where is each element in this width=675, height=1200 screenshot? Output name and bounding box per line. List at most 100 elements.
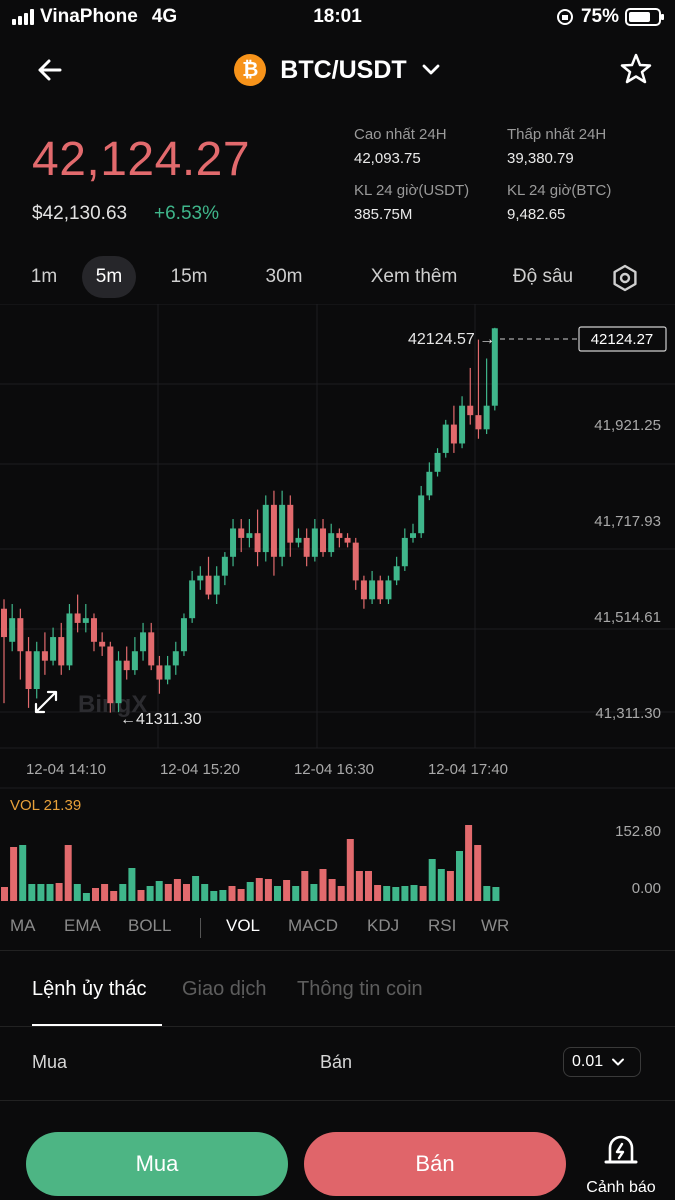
price-alert-button[interactable]: Cảnh báo xyxy=(580,1132,662,1196)
high-marker-label: 42124.57 → xyxy=(408,331,495,348)
stat-label: KL 24 giờ(BTC) xyxy=(507,182,612,199)
volume-bar xyxy=(37,884,45,901)
indicator-macd[interactable]: MACD xyxy=(288,916,339,935)
candle-body xyxy=(238,528,245,538)
price-chart[interactable]: BingX 41,921.25 41,717.93 41,514.61 41,311.… xyxy=(0,304,675,904)
pair-name: BTC/USDT xyxy=(280,55,407,84)
sell-button[interactable]: Bán xyxy=(304,1132,566,1196)
tab-more[interactable]: Xem thêm xyxy=(370,266,458,287)
volume-bar xyxy=(392,887,400,901)
volume-bars: VOL 21.39 152.80 0.00 xyxy=(1,797,661,901)
last-price-label: 42124.27 xyxy=(591,331,654,348)
volume-bar xyxy=(274,886,281,901)
battery-level xyxy=(629,12,650,22)
chevron-down-icon xyxy=(422,64,440,75)
volume-bar xyxy=(183,884,190,901)
stat-value: 39,380.79 xyxy=(507,150,574,167)
x-axis: 12-04 14:10 12-04 15:20 12-04 16:30 12-04 1… xyxy=(26,761,508,778)
tab-trades[interactable]: Giao dịch xyxy=(182,978,267,1000)
volume-bar xyxy=(64,845,72,901)
volume-bar xyxy=(164,884,172,901)
volume-tick-label: 152.80 xyxy=(615,823,661,840)
indicator-ema[interactable]: EMA xyxy=(64,916,101,935)
candle-body xyxy=(287,504,294,543)
x-tick-label: 12-04 15:20 xyxy=(160,761,240,778)
price-change-percent: +6.53% xyxy=(154,203,219,224)
candle-body xyxy=(164,665,171,680)
candle-body xyxy=(336,533,343,538)
volume-bar xyxy=(46,884,54,901)
candle-body xyxy=(369,580,376,600)
candle-body xyxy=(107,646,114,704)
tab-30m[interactable]: 30m xyxy=(265,266,303,287)
tab-15m[interactable]: 15m xyxy=(170,266,208,287)
header: ₿ BTC/USDT xyxy=(0,44,675,94)
alarm-icon xyxy=(604,1135,638,1164)
volume-label: VOL 21.39 xyxy=(10,797,81,814)
back-arrow-icon[interactable] xyxy=(32,52,68,88)
divider xyxy=(0,950,675,951)
expand-icon[interactable] xyxy=(34,690,58,714)
stat-label: Thấp nhất 24H xyxy=(507,126,607,143)
volume-bar xyxy=(428,859,436,901)
alert-label: Cảnh báo xyxy=(586,1179,656,1196)
carrier-info: VinaPhone 4G xyxy=(12,6,177,28)
candle-body xyxy=(450,424,457,444)
indicator-rsi[interactable]: RSI xyxy=(428,916,457,935)
x-tick-label: 12-04 14:10 xyxy=(26,761,106,778)
pair-selector[interactable]: ₿ BTC/USDT xyxy=(0,54,675,86)
battery-percent: 75% xyxy=(580,6,619,27)
candle-body xyxy=(9,618,16,642)
tab-orders[interactable]: Lệnh ủy thác xyxy=(32,978,147,1000)
stat-24h-low: Thấp nhất 24H 39,380.79 xyxy=(507,126,606,167)
indicator-vol[interactable]: VOL xyxy=(226,916,261,935)
candle-body xyxy=(491,328,498,406)
tab-coin-info[interactable]: Thông tin coin xyxy=(297,978,423,1000)
precision-select[interactable]: 0.01 xyxy=(563,1047,641,1077)
candle-body xyxy=(328,533,335,553)
candle-body xyxy=(434,452,441,472)
indicator-kdj[interactable]: KDJ xyxy=(367,916,400,935)
volume-bar xyxy=(155,881,163,901)
candle-body xyxy=(410,533,416,538)
gear-icon[interactable] xyxy=(611,264,639,292)
volume-bar xyxy=(101,884,109,901)
volume-bar xyxy=(355,871,363,901)
indicator-bar: MA EMA BOLL VOL MACD KDJ RSI WR xyxy=(0,912,675,942)
volume-bar xyxy=(328,879,336,901)
volume-bar xyxy=(374,885,382,901)
candle-body xyxy=(58,637,65,666)
signal-icon xyxy=(12,9,34,25)
indicator-ma[interactable]: MA xyxy=(10,916,36,935)
candle-body xyxy=(17,618,24,652)
buy-button[interactable]: Mua xyxy=(26,1132,288,1196)
tab-1m[interactable]: 1m xyxy=(30,266,58,287)
volume-bar xyxy=(119,884,127,901)
sell-column-label: Bán xyxy=(320,1052,353,1072)
volume-bar xyxy=(73,884,81,901)
volume-bar xyxy=(55,883,63,901)
candle-body xyxy=(115,660,122,704)
indicator-wr[interactable]: WR xyxy=(481,916,510,935)
volume-bar xyxy=(1,887,8,901)
indicator-boll[interactable]: BOLL xyxy=(128,916,172,935)
candle-body xyxy=(180,618,187,652)
last-price-box xyxy=(578,326,667,352)
divider xyxy=(0,1100,675,1101)
tab-5m[interactable]: 5m xyxy=(82,256,136,298)
candle-body xyxy=(50,637,57,661)
candle-body xyxy=(377,580,384,600)
candle-body xyxy=(385,580,392,600)
indicator-separator xyxy=(200,918,201,938)
candle-body xyxy=(131,651,138,671)
volume-bar xyxy=(337,886,345,901)
volume-bar xyxy=(346,839,354,901)
volume-bar xyxy=(219,890,227,901)
candle-body xyxy=(352,542,359,581)
candle-body xyxy=(172,651,179,666)
star-icon[interactable] xyxy=(619,52,653,86)
candle-body xyxy=(140,632,147,652)
stat-24h-high: Cao nhất 24H 42,093.75 xyxy=(354,126,447,167)
tab-depth[interactable]: Độ sâu xyxy=(512,266,574,287)
candle-body xyxy=(401,537,408,567)
